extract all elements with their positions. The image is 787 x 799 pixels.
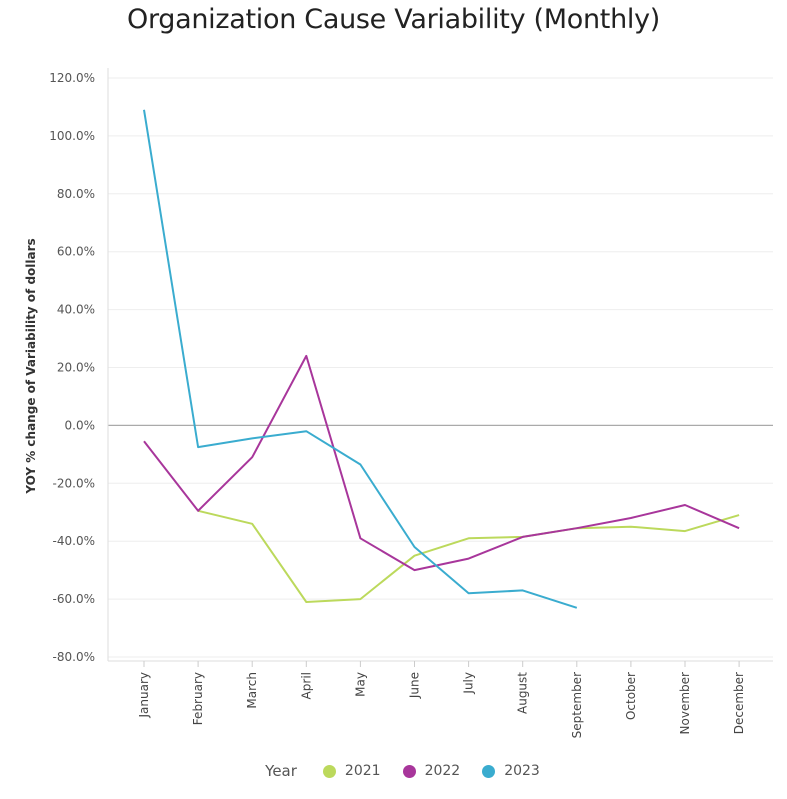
y-axis-title: YOY % change of Variability of dollars: [24, 238, 38, 494]
chart-title: Organization Cause Variability (Monthly): [127, 4, 660, 35]
x-tick-label: September: [570, 672, 584, 738]
y-tick-label: -40.0%: [53, 534, 95, 548]
y-tick-label: -60.0%: [53, 592, 95, 606]
legend: Year 2021 2022 2023: [0, 760, 787, 782]
x-tick-label: December: [732, 672, 746, 734]
legend-label: 2023: [504, 763, 540, 779]
y-tick-label: 100.0%: [49, 129, 95, 143]
legend-item-2023[interactable]: 2023: [482, 763, 540, 779]
legend-swatch: [322, 764, 336, 778]
y-tick-label: 60.0%: [57, 245, 95, 259]
x-tick-label: January: [137, 672, 151, 719]
y-tick-label: 0.0%: [65, 418, 96, 432]
legend-label: 2021: [344, 763, 381, 779]
legend-swatch: [402, 764, 416, 778]
y-tick-label: 40.0%: [57, 303, 95, 317]
y-tick-label: 120.0%: [49, 71, 95, 85]
x-tick-label: August: [516, 672, 530, 714]
legend-label: 2022: [424, 763, 461, 779]
x-axis-ticks: January February March April May June July Augu…: [137, 661, 746, 738]
gridlines: [108, 77, 773, 658]
y-tick-label: 80.0%: [57, 187, 95, 201]
y-tick-label: -20.0%: [53, 476, 95, 490]
series-line-2023: [143, 109, 578, 609]
x-tick-label: February: [191, 672, 205, 725]
x-tick-label: November: [678, 672, 692, 734]
series-line-2022: [143, 354, 740, 572]
legend-swatch: [482, 764, 496, 778]
series-lines: [143, 109, 740, 609]
y-tick-label: -80.0%: [53, 650, 95, 664]
series-line-2021: [197, 509, 740, 603]
x-tick-label: April: [299, 672, 313, 699]
x-tick-label: July: [462, 672, 476, 695]
x-tick-label: June: [408, 672, 422, 699]
legend-title: Year: [265, 762, 297, 780]
y-axis-ticks: 120.0% 100.0% 80.0% 60.0% 40.0% 20.0% 0.0% -20.…: [49, 71, 95, 664]
x-tick-label: May: [353, 672, 367, 697]
y-tick-label: 20.0%: [57, 361, 95, 375]
legend-item-2021[interactable]: 2021: [322, 763, 381, 779]
legend-item-2022[interactable]: 2022: [402, 763, 461, 779]
x-tick-label: March: [245, 672, 259, 709]
x-tick-label: October: [624, 672, 638, 720]
